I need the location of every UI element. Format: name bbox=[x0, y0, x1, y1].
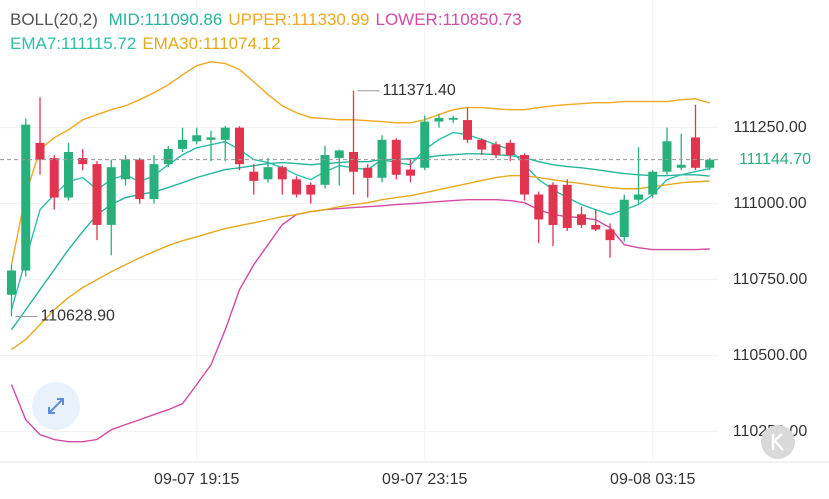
candle-body bbox=[21, 124, 31, 271]
marker-label: 111371.40 bbox=[383, 82, 456, 99]
candle-body bbox=[121, 159, 130, 180]
candle-body bbox=[7, 270, 16, 295]
indicator-label: BOLL(20,2) bbox=[10, 10, 98, 29]
candle-body bbox=[676, 164, 686, 168]
candle-body bbox=[534, 194, 544, 220]
marker-label: 110628.90 bbox=[41, 308, 116, 325]
last-price-label: 111144.70 bbox=[739, 151, 811, 168]
candle-body bbox=[49, 158, 59, 198]
candle-body bbox=[363, 167, 373, 178]
candle-body bbox=[477, 139, 487, 150]
y-tick-label: 111250.00 bbox=[733, 119, 806, 136]
candle-body bbox=[591, 224, 601, 230]
candle-body bbox=[705, 159, 715, 168]
last-price-box bbox=[722, 146, 829, 173]
candle-body bbox=[463, 120, 472, 140]
candle-body bbox=[106, 167, 116, 225]
candle-body bbox=[192, 135, 202, 142]
indicator-line bbox=[10, 198, 710, 443]
logo-icon bbox=[771, 433, 784, 451]
candle-body bbox=[634, 194, 643, 200]
candle-body bbox=[78, 158, 88, 165]
candle-body bbox=[377, 139, 387, 178]
candle-body bbox=[206, 137, 216, 140]
legend-entry: MID:111090.86 bbox=[109, 10, 223, 29]
expand-button[interactable] bbox=[32, 382, 80, 430]
candle-body bbox=[220, 127, 230, 140]
candle-body bbox=[277, 167, 287, 180]
logo bbox=[761, 425, 795, 459]
candle-body bbox=[406, 169, 415, 176]
candle-body bbox=[491, 144, 501, 156]
candle-body bbox=[235, 127, 244, 165]
candle-body bbox=[648, 171, 658, 195]
candle-body bbox=[434, 117, 444, 122]
candle-body bbox=[306, 184, 316, 195]
y-tick-label: 110500.00 bbox=[733, 347, 808, 364]
candle-body bbox=[292, 179, 301, 195]
candle-body bbox=[662, 141, 672, 172]
candle-body bbox=[349, 151, 358, 172]
overlay: 111250.00111000.00110750.00110500.001102… bbox=[0, 82, 829, 488]
indicator-line bbox=[10, 131, 710, 310]
candle-body bbox=[448, 117, 458, 120]
x-tick-label: 09-08 03:15 bbox=[610, 471, 696, 488]
candle-body bbox=[605, 229, 615, 241]
indicator-line bbox=[10, 153, 710, 331]
candle-body bbox=[64, 151, 73, 198]
y-tick-label: 111000.00 bbox=[733, 195, 806, 212]
candle-body bbox=[249, 171, 259, 181]
candle-body bbox=[35, 142, 45, 160]
logo-bg bbox=[761, 425, 795, 459]
candle-body bbox=[691, 137, 700, 168]
candle-body bbox=[548, 184, 558, 225]
candle-body bbox=[520, 155, 529, 195]
candle-body bbox=[135, 159, 145, 200]
candle-body bbox=[334, 150, 344, 159]
candle-body bbox=[92, 164, 102, 225]
candle-body bbox=[420, 121, 430, 168]
x-tick-label: 09-07 19:15 bbox=[154, 471, 240, 488]
legend-entry: LOWER:110850.73 bbox=[376, 10, 522, 29]
legend-entry: EMA7:111115.72 bbox=[10, 34, 136, 53]
candle-body bbox=[577, 214, 586, 225]
expand-icon[interactable] bbox=[48, 398, 64, 414]
grid bbox=[0, 0, 829, 463]
candle-body bbox=[178, 139, 187, 149]
legend-entry: EMA30:111074.12 bbox=[142, 34, 280, 53]
candle-body bbox=[505, 142, 515, 156]
y-tick-label: 110750.00 bbox=[733, 271, 808, 288]
x-tick-label: 09-07 23:15 bbox=[382, 471, 468, 488]
candle-body bbox=[619, 199, 629, 238]
indicator-lines bbox=[10, 60, 710, 443]
indicator-line bbox=[11, 174, 710, 351]
candle-body bbox=[149, 164, 159, 200]
indicator-line bbox=[10, 60, 710, 265]
candle-body bbox=[163, 148, 173, 165]
candle-body bbox=[263, 167, 273, 180]
legend-row: EMA7:111115.72 EMA30:111074.12 bbox=[10, 34, 281, 53]
candle-body bbox=[562, 184, 572, 228]
legend-row: BOLL(20,2) MID:111090.86 UPPER:111330.99 L… bbox=[10, 10, 522, 29]
candle-body bbox=[320, 155, 330, 185]
candle-body bbox=[391, 139, 401, 175]
candles bbox=[7, 90, 715, 317]
legend-entry: UPPER:111330.99 bbox=[228, 10, 369, 29]
